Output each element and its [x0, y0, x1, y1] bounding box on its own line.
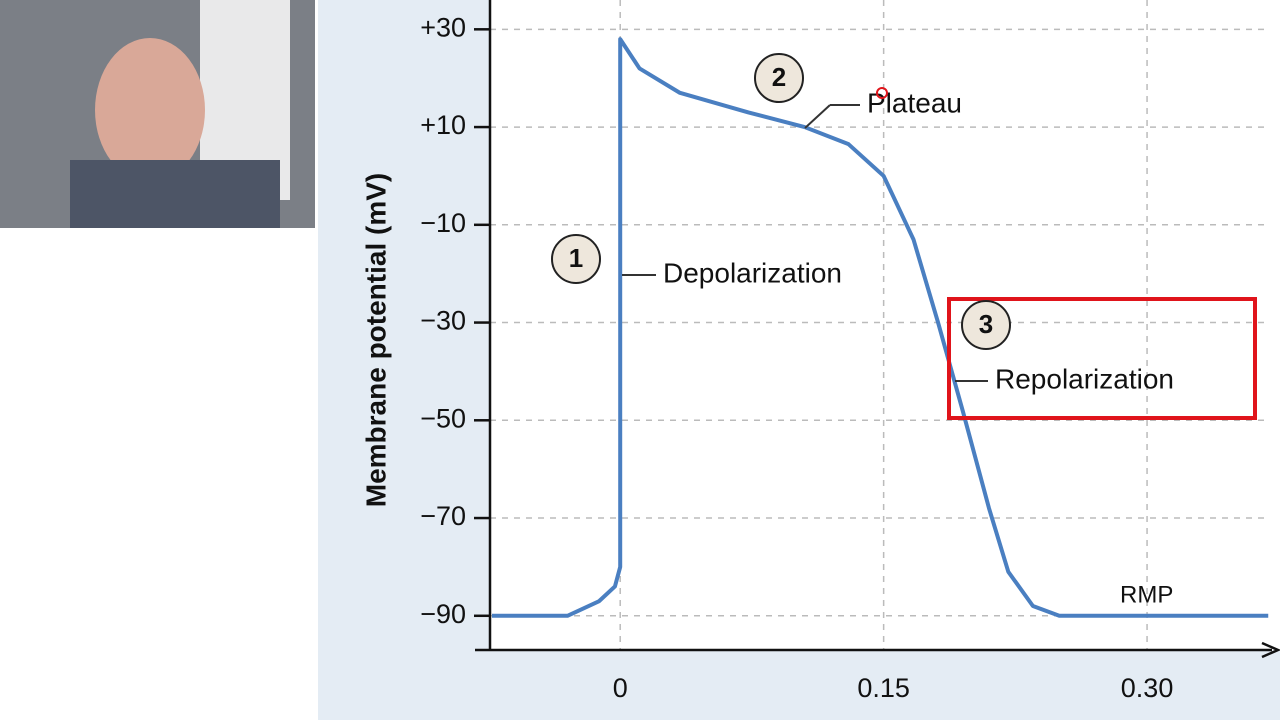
line-series: [492, 37, 1269, 618]
plot: [492, 37, 1269, 618]
step-number: 3: [979, 309, 993, 339]
x-tick-label: 0: [613, 673, 628, 703]
annotation: RMP: [1120, 581, 1173, 608]
y-axis-label: Membrane potential (mV): [360, 173, 391, 507]
step-badge: [551, 234, 601, 284]
grid: +30 +10 −10 −30 −50 −70 −90 0 0.15 0.30: [420, 0, 1270, 703]
y-tick-label: +10: [420, 110, 466, 140]
leader-line: [804, 104, 831, 129]
webcam-shirt: [70, 160, 280, 228]
webcam-person: [95, 38, 205, 182]
x-axis-arrow: [1261, 641, 1280, 659]
step-badge: [961, 300, 1011, 350]
step-number: 1: [569, 243, 583, 273]
cursor: [876, 87, 888, 99]
x-tick-label: 0.30: [1121, 673, 1174, 703]
y-tick-label: −70: [420, 501, 466, 531]
annotation: Repolarization: [995, 363, 1174, 394]
highlight-box: [947, 297, 1257, 420]
step-badge: [754, 53, 804, 103]
step-number: 2: [772, 62, 786, 92]
x-tick-label: 0.15: [857, 673, 910, 703]
y-tick-label: −30: [420, 306, 466, 336]
y-tick-label: −50: [420, 403, 466, 433]
annotation: Depolarization: [663, 257, 842, 288]
y-tick-label: −10: [420, 208, 466, 238]
annotation: Plateau: [867, 87, 962, 118]
y-tick-label: +30: [420, 12, 466, 42]
y-tick-label: −90: [420, 599, 466, 629]
